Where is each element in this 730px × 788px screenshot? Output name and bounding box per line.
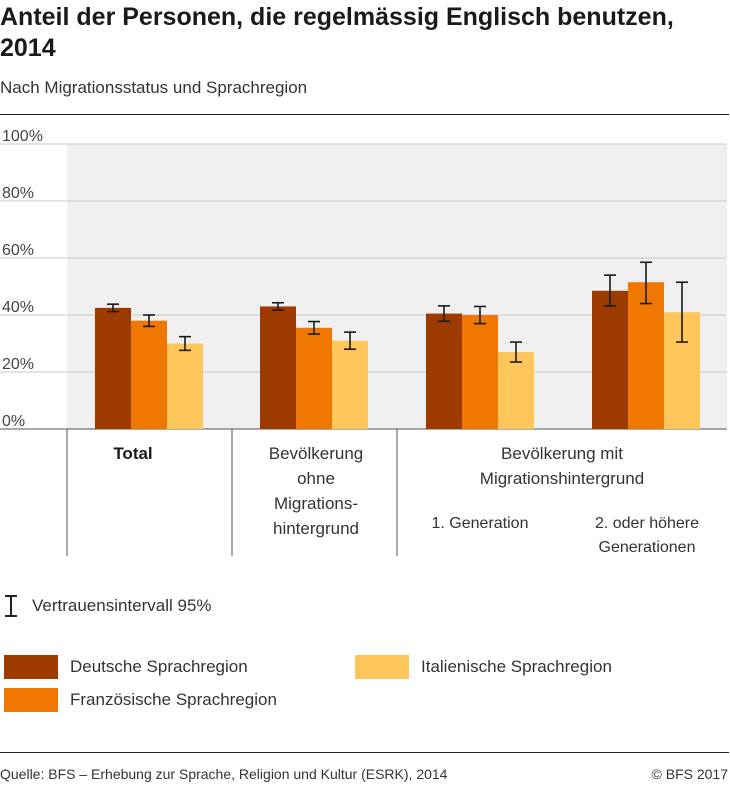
legend-label-italienische: Italienische Sprachregion xyxy=(421,657,612,676)
y-tick-label: 60% xyxy=(2,242,34,259)
error-bar xyxy=(640,261,652,305)
bar xyxy=(426,313,462,429)
legend-swatch-deutsche xyxy=(4,655,58,679)
chart-subtitle: Nach Migrationsstatus und Sprachregion xyxy=(0,78,308,97)
legend-swatch-franzoesische xyxy=(4,688,58,712)
y-tick-label: 100% xyxy=(2,128,43,145)
category-label-ohne: Bevölkerung xyxy=(269,444,364,463)
category-labels: Total Bevölkerung ohne Migrations-hintergru… xyxy=(113,444,699,556)
bar xyxy=(260,306,296,429)
bottom-rule xyxy=(0,752,729,753)
ci-legend-icon xyxy=(5,595,17,617)
copyright: © BFS 2017 xyxy=(651,766,728,782)
source-note: Quelle: BFS – Erhebung zur Sprache, Reli… xyxy=(0,766,448,782)
error-bar xyxy=(179,335,191,352)
chart-title: Anteil der Personen, die regelmässig Eng… xyxy=(0,3,674,62)
error-bar xyxy=(510,341,522,363)
legend-label-deutsche: Deutsche Sprachregion xyxy=(70,657,248,676)
legend-label-franzoesische: Französische Sprachregion xyxy=(70,690,277,709)
bar xyxy=(498,352,534,429)
bar xyxy=(131,320,167,429)
bar xyxy=(167,343,203,429)
y-tick-label: 40% xyxy=(2,299,34,316)
error-bar xyxy=(344,331,356,351)
top-rule xyxy=(0,114,729,115)
category-label-ohne: Migrations- xyxy=(274,494,358,513)
legend-swatch-italienische xyxy=(355,655,409,679)
y-tick-label: 80% xyxy=(2,185,34,202)
category-label-gen2: 2. oder höhere xyxy=(595,515,699,532)
error-bar xyxy=(107,303,119,313)
category-label-gen2: Generationen xyxy=(599,539,696,556)
error-bar xyxy=(604,274,616,307)
category-dividers xyxy=(66,429,398,556)
bar xyxy=(462,315,498,429)
category-label-ohne: ohne xyxy=(297,469,335,488)
category-label-mit: Migrationshintergrund xyxy=(480,469,644,488)
bars xyxy=(95,282,700,429)
bar xyxy=(332,340,368,429)
y-tick-label: 20% xyxy=(2,356,34,373)
error-bar xyxy=(676,281,688,343)
bar xyxy=(592,290,628,429)
error-bar xyxy=(438,305,450,323)
bar xyxy=(95,307,131,429)
error-bar xyxy=(272,301,284,311)
error-bar xyxy=(143,314,155,328)
y-axis-tick-labels: 0% 20% 40% 60% 80% 100% xyxy=(2,128,43,430)
error-bar xyxy=(474,305,486,325)
category-label-mit: Bevölkerung mit xyxy=(501,444,623,463)
bar xyxy=(296,327,332,429)
error-bar xyxy=(308,320,320,335)
ci-legend-label: Vertrauensintervall 95% xyxy=(32,596,212,615)
bar xyxy=(628,282,664,429)
error-bars xyxy=(107,261,688,363)
y-tick-label: 0% xyxy=(2,413,25,430)
category-label-ohne: hintergrund xyxy=(273,519,359,538)
category-label-total: Total xyxy=(113,444,152,463)
category-label-gen1: 1. Generation xyxy=(432,515,529,532)
